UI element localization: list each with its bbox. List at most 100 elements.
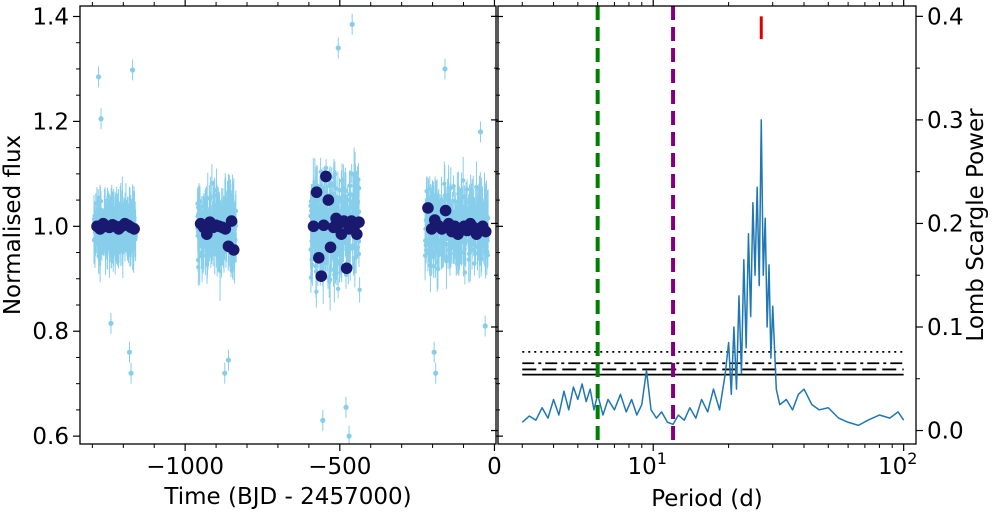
y-tick-label: 1.4 [32,4,69,30]
raw-flux-point [214,188,219,193]
binned-flux-point [310,186,323,199]
y-tick-label: 1.2 [32,109,69,135]
raw-flux-point [462,194,467,199]
raw-flux-point [356,251,362,257]
raw-flux-point [353,254,359,259]
raw-flux-point [98,234,103,240]
binned-flux-point [351,228,363,240]
x-tick-label: 101 [627,449,666,480]
raw-flux-point [308,275,314,280]
raw-flux-point [131,240,136,246]
raw-flux-point [424,240,429,245]
raw-flux-point [343,188,349,194]
y-tick-label: 0.2 [927,211,964,237]
raw-flux-point [230,198,235,203]
raw-flux-point [119,244,125,249]
raw-flux-point [348,211,353,216]
outlier-point [433,370,439,376]
binned-flux-point [353,216,365,228]
raw-flux-point [323,165,329,171]
raw-flux-point [482,238,487,243]
raw-flux-point [315,235,321,240]
raw-flux-point [344,248,349,253]
raw-flux-point [98,199,104,204]
raw-flux-point [466,257,471,262]
raw-flux-point [202,209,207,215]
binned-flux-point [317,219,330,232]
raw-flux-point [484,203,489,208]
raw-flux-point [472,212,478,217]
raw-flux-point [460,178,466,183]
outlier-point [128,370,134,376]
binned-flux-point [324,241,337,254]
x-tick-base: 10 [627,454,656,480]
raw-flux-point [356,209,362,214]
raw-flux-point [431,264,436,269]
x-tick-label: −500 [308,454,371,480]
raw-flux-point [309,208,314,214]
raw-flux-point [120,212,126,218]
outlier-point [320,417,326,423]
outlier-point [349,21,355,27]
outlier-point [477,129,484,135]
raw-flux-point [353,195,359,200]
binned-flux-point [312,251,325,264]
raw-flux-point [130,216,135,221]
raw-flux-point [456,255,461,261]
x-tick-label: 0 [487,454,502,480]
raw-flux-point [332,172,338,177]
raw-flux-point [320,248,325,253]
raw-flux-point [128,245,133,251]
light-curve-x-label: Time (BJD - 2457000) [163,484,411,510]
raw-flux-point [318,213,324,218]
raw-flux-point [327,235,333,240]
outlier-point [346,433,352,439]
periodogram-line [521,119,905,427]
outlier-point [129,67,136,73]
raw-flux-point [212,193,217,198]
raw-flux-point [451,183,456,189]
raw-flux-point [327,181,333,186]
raw-flux-point [460,214,465,219]
binned-flux-point [422,202,434,214]
outlier-point [225,357,232,363]
light-curve-frame [79,5,497,445]
binned-flux-point [307,220,320,233]
raw-flux-point [223,208,229,214]
binned-flux-point [225,215,238,227]
raw-flux-point [434,209,440,214]
raw-flux-point [350,206,355,211]
raw-flux-point [92,236,98,241]
raw-flux-point [214,244,219,250]
binned-flux-point [320,170,332,183]
raw-flux-point [308,203,313,209]
raw-flux-point [215,208,221,213]
binned-flux-point [340,262,353,275]
periodogram-plot-area [521,6,905,444]
raw-flux-point [452,242,457,248]
outlier-point [335,45,341,51]
binned-flux-point [479,225,492,238]
periodogram-y-label: Lomb Scargle Power [963,108,989,342]
y-tick-label: 0.6 [32,424,69,450]
raw-flux-point [474,184,479,190]
raw-flux-point [199,249,205,255]
raw-flux-point [430,252,436,257]
outlier-point [98,116,104,122]
outlier-point [126,349,133,355]
y-tick-label: 0.3 [927,108,964,134]
light-curve-ticks: −1000 −500 0 0.6 0.8 1.0 1.2 1.4 [32,0,503,480]
light-curve-plot-area [91,13,492,444]
outlier-point [108,320,114,326]
outlier-point [431,349,437,355]
binned-flux-point [322,194,335,206]
raw-flux-point [478,198,483,204]
periodogram-x-label: Period (d) [651,486,763,512]
light-curve-panel: −1000 −500 0 0.6 0.8 1.0 1.2 1.4 Time (BJD - 24… [0,0,503,510]
y-tick-label: 0.8 [32,319,69,345]
raw-flux-point [204,206,209,211]
raw-flux-point [435,246,441,252]
y-tick-label: 0.4 [927,4,964,30]
